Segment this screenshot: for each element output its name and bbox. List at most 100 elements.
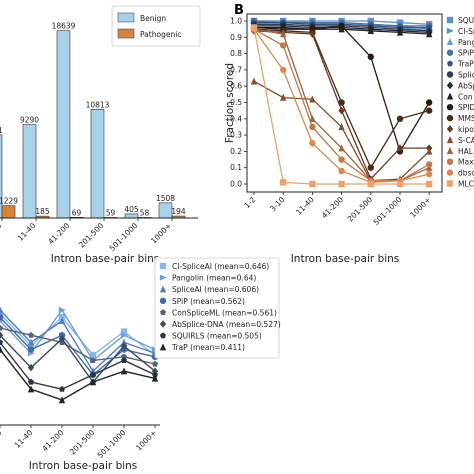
point-spliceai-mean-0-606-1 (27, 338, 35, 346)
series-line-trap-mean-0-411 (0, 349, 156, 401)
x-tick-label-501-1000: 501-1000 (372, 195, 404, 227)
point-ci-spliceai-mean-0-646-0 (0, 310, 4, 317)
series-7-point-4 (367, 26, 374, 34)
legend-label-spide: SPIDE (458, 103, 474, 112)
bar-benign-3-10 (0, 134, 3, 219)
x-tick-label-11-40: 11-40 (16, 221, 38, 243)
point-ci-spliceai-mean-0-646-3 (89, 351, 97, 359)
series-15-point-6 (426, 180, 433, 188)
y-tick-label-0-2: 0.2 (230, 147, 242, 156)
bar-label-pathogenic-3-10: 1229 (0, 197, 18, 206)
series-12-point-2 (309, 115, 316, 122)
point-trap-mean-0-411-1 (27, 385, 35, 393)
point-conspliceml-mean-0-561-1 (28, 332, 34, 338)
panel-a-x-axis-label: Intron base-pair bins (51, 253, 160, 265)
legend-marker-hal (446, 147, 454, 154)
point-squirls-mean-0-505-4 (121, 357, 127, 363)
legend-marker-squirls-mean-0-505 (160, 332, 166, 339)
legend-label-spip-mean-0-562: SPiP (mean=0.562) (172, 297, 245, 306)
point-absplice-dna-mean-0-527-5 (151, 367, 159, 375)
legend-swatch-benign (117, 12, 135, 23)
series-7-point-5 (396, 28, 404, 36)
legend-label-kipo: kipo (458, 125, 474, 134)
panel-c-x-axis-label: Intron base-pair bins (29, 460, 138, 472)
legend-marker-trap-mean-0-411 (159, 343, 167, 351)
series-10-point-3 (338, 106, 345, 115)
series-13-point-1 (280, 42, 287, 49)
bar-label-pathogenic-11-40: 185 (35, 207, 50, 216)
legend-marker-con (446, 92, 454, 100)
point-spip-mean-0-562-1 (27, 346, 35, 353)
y-tick-label-1-0: 1.0 (230, 17, 242, 26)
y-tick-label-0-1: 0.1 (230, 163, 242, 172)
point-squirls-mean-0-505-0 (0, 339, 3, 345)
x-tick-label-3-10: 3-10 (0, 428, 4, 447)
series-14-point-2 (309, 140, 316, 147)
y-tick-label-0-8: 0.8 (230, 49, 242, 58)
series-13-point-6 (426, 161, 433, 168)
x-tick-label-41-200: 41-200 (40, 428, 65, 453)
legend-marker-conspliceml-mean-0-561 (160, 309, 166, 315)
point-squirls-mean-0-505-1 (28, 378, 34, 385)
legend-marker-spliceai-mean-0-606 (159, 285, 167, 293)
bar-label-benign-41-200: 18639 (52, 22, 76, 31)
series-11-point-1 (280, 93, 287, 101)
series-14-point-3 (338, 167, 345, 175)
legend-label-pang: Pang (458, 38, 474, 47)
bar-label-benign-1000: 1508 (156, 194, 175, 203)
legend-label-pangolin-mean-0-64: Pangolin (mean=0.64) (172, 274, 256, 283)
series-12-point-1 (280, 30, 287, 38)
legend-marker-s-ca (446, 136, 454, 144)
bar-label-benign-11-40: 9290 (20, 116, 39, 125)
x-tick-label-1000: 1000+ (149, 221, 173, 245)
x-tick-label-1-2: 1-2 (242, 195, 257, 210)
legend-label-absp: AbSp (458, 81, 474, 90)
legend-label-ci-sp: CI-Sp (458, 27, 474, 36)
series-13-point-3 (338, 156, 345, 163)
legend-marker-spip-mean-0-562 (159, 297, 167, 304)
panel-a-legend: Benign Pathogenic (111, 5, 201, 47)
x-tick-label-1000: 1000+ (408, 195, 432, 219)
panel-b-legend: SQUI CI-Sp Pang SPiP TraP SplicAbSp Con SPIDE MM… (446, 16, 474, 189)
y-tick-label-0-5: 0.5 (230, 98, 242, 107)
bar-benign-1000 (158, 202, 173, 219)
point-spliceai-mean-0-606-2 (58, 317, 66, 324)
series-8-point-3 (338, 22, 345, 30)
y-tick-label-0-3: 0.3 (230, 131, 242, 140)
series-10-point-5 (396, 144, 404, 152)
point-trap-mean-0-411-4 (120, 367, 128, 375)
x-tick-label-41-200: 41-200 (46, 221, 71, 246)
panel-b-line-chart: B 0.0 0.1 0.2 0.3 0.4 0.5 0.6 0.7 0.8 0.9 1.0 1-2 3… (224, 3, 474, 265)
bar-label-pathogenic-501-1000: 58 (140, 208, 150, 217)
legend-label-benign: Benign (140, 14, 166, 23)
point-conspliceml-mean-0-561-4 (121, 353, 127, 360)
point-pangolin-mean-0-64-2 (58, 306, 66, 314)
panel-c-line-chart: 3-10 11-40 41-200 201-500 501-1000 1000+ Intr… (0, 257, 281, 472)
legend-marker-kipo (446, 125, 454, 133)
legend-label-absplice-dna-mean-0-527: AbSplice-DNA (mean=0.527) (172, 320, 281, 329)
legend-label-ci-spliceai-mean-0-646: CI-SpliceAI (mean=0.646) (172, 262, 269, 271)
series-9-point-4 (367, 164, 374, 171)
y-tick-label-0-6: 0.6 (230, 82, 242, 91)
legend-label-squi: SQUI (458, 16, 474, 25)
bar-benign-11-40 (22, 124, 37, 219)
x-tick-label-3-10: 3-10 (0, 221, 4, 240)
y-tick-label-0-0: 0.0 (230, 180, 242, 189)
legend-label-spip: SPiP (458, 49, 474, 58)
legend-marker-absp (446, 81, 454, 90)
bar-benign-41-200 (56, 30, 71, 219)
legend-marker-pang (446, 38, 454, 45)
legend-label-mlc: MLC (458, 180, 474, 189)
series-13-point-2 (309, 123, 316, 131)
x-tick-label-201-500: 201-500 (346, 195, 375, 224)
legend-swatch-pathogenic (117, 28, 135, 39)
point-absplice-dna-mean-0-527-1 (27, 363, 35, 372)
point-conspliceml-mean-0-561-5 (152, 360, 158, 367)
bar-label-benign-3-10: 271 (0, 126, 3, 135)
series-line-conspliceml-mean-0-561 (0, 327, 156, 365)
y-tick-label-0-4: 0.4 (230, 114, 242, 123)
legend-marker-squi (446, 16, 454, 24)
panel-b-y-axis-label: Fraction scored (224, 63, 236, 143)
